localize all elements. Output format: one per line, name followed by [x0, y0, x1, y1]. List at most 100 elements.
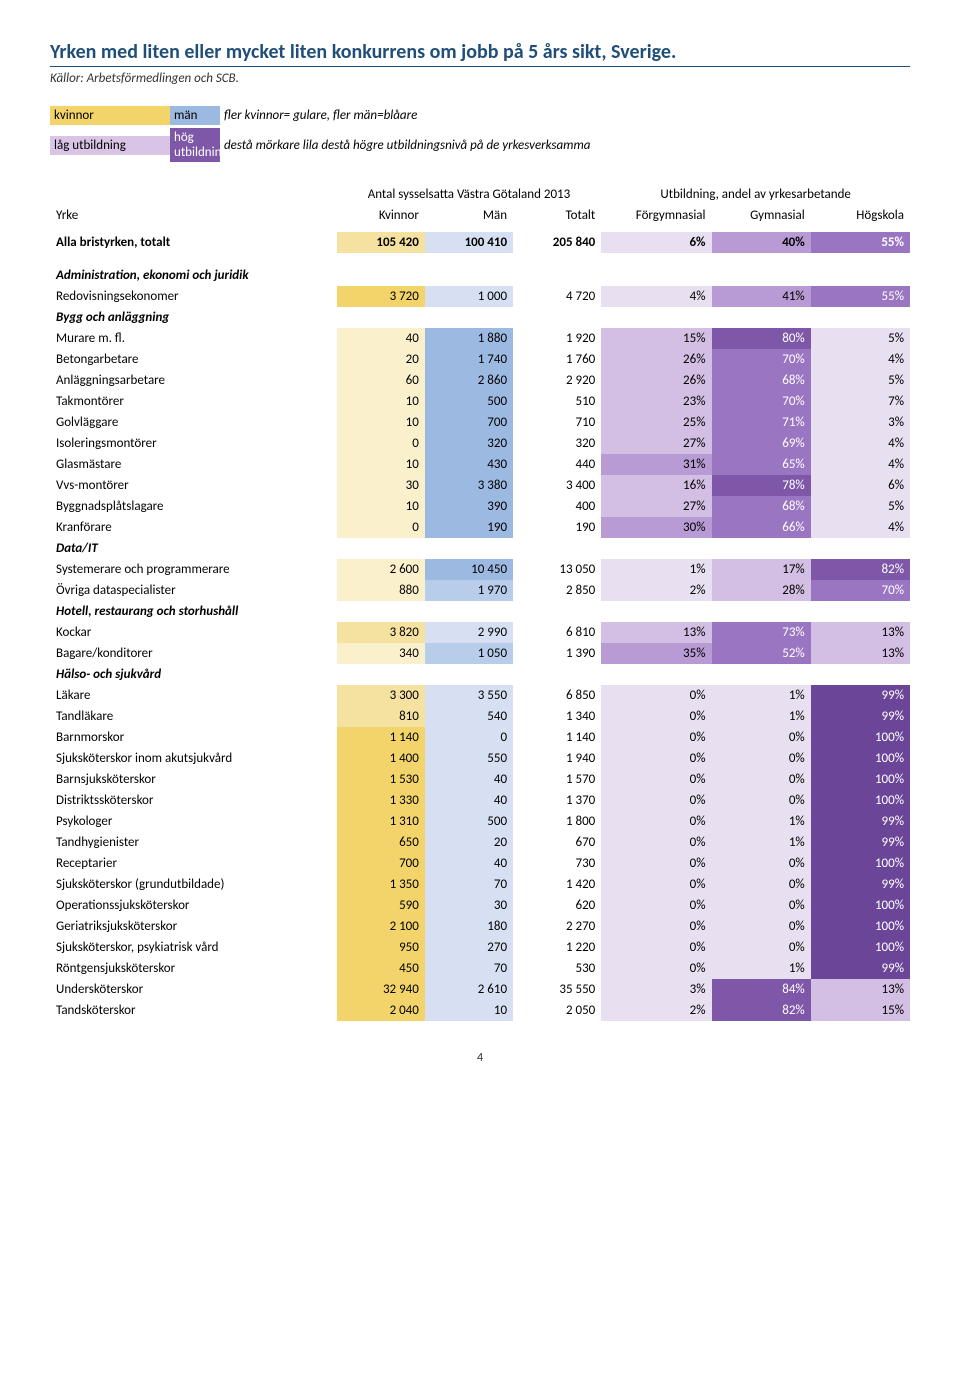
table-cell: 30% [601, 517, 711, 538]
table-cell: 0% [712, 790, 811, 811]
row-label: Psykologer [50, 811, 337, 832]
table-cell: 2 920 [513, 370, 601, 391]
legend-man: män [170, 106, 220, 125]
table-cell: 20 [425, 832, 513, 853]
table-cell: 0% [601, 769, 711, 790]
table-cell: 15% [601, 328, 711, 349]
table-cell: 27% [601, 433, 711, 454]
row-label: Kockar [50, 622, 337, 643]
row-label: Redovisningsekonomer [50, 286, 337, 307]
legend: kvinnor män fler kvinnor= gulare, fler m… [50, 106, 910, 162]
table-cell: 20 [337, 349, 425, 370]
row-label: Byggnadsplåtslagare [50, 496, 337, 517]
table-cell: 0 [337, 517, 425, 538]
table-cell: 66% [712, 517, 811, 538]
page-title: Yrken med liten eller mycket liten konku… [50, 40, 910, 67]
row-label: Undersköterskor [50, 979, 337, 1000]
table-cell: 590 [337, 895, 425, 916]
table-row: Anläggningsarbetare602 8602 92026%68%5% [50, 370, 910, 391]
table-row: Glasmästare1043044031%65%4% [50, 454, 910, 475]
table-cell: 500 [425, 391, 513, 412]
table-cell: 320 [425, 433, 513, 454]
table-cell: 1 920 [513, 328, 601, 349]
table-cell: 0% [712, 748, 811, 769]
table-cell: 0% [601, 916, 711, 937]
table-cell: 340 [337, 643, 425, 664]
table-cell: 6 810 [513, 622, 601, 643]
table-cell: 2 040 [337, 1000, 425, 1021]
table-cell: 950 [337, 937, 425, 958]
table-cell: 0% [712, 853, 811, 874]
table-cell: 27% [601, 496, 711, 517]
col-gym: Gymnasial [712, 205, 811, 226]
legend-edu-desc: destå mörkare lila destå högre utbildnin… [220, 138, 910, 153]
table-cell: 620 [513, 895, 601, 916]
row-label: Golvläggare [50, 412, 337, 433]
table-cell: 0% [601, 874, 711, 895]
table-cell: 99% [811, 706, 910, 727]
row-label: Sjuksköterskor inom akutsjukvård [50, 748, 337, 769]
table-cell: 205 840 [513, 232, 601, 253]
table-cell: 1 370 [513, 790, 601, 811]
table-cell: 100% [811, 790, 910, 811]
table-cell: 700 [425, 412, 513, 433]
table-cell: 400 [513, 496, 601, 517]
table-cell: 100% [811, 769, 910, 790]
table-cell: 1 330 [337, 790, 425, 811]
table-cell: 4 720 [513, 286, 601, 307]
table-row: Tandsköterskor2 040102 0502%82%15% [50, 1000, 910, 1021]
table-cell: 2 850 [513, 580, 601, 601]
table-cell: 13% [811, 622, 910, 643]
table-cell: 0% [712, 937, 811, 958]
table-cell: 105 420 [337, 232, 425, 253]
table-row: Kockar3 8202 9906 81013%73%13% [50, 622, 910, 643]
table-row: Barnmorskor1 14001 1400%0%100% [50, 727, 910, 748]
table-cell: 1 970 [425, 580, 513, 601]
table-cell: 450 [337, 958, 425, 979]
table-cell: 26% [601, 349, 711, 370]
table-cell: 1 570 [513, 769, 601, 790]
table-cell: 880 [337, 580, 425, 601]
table-cell: 70 [425, 958, 513, 979]
table-cell: 28% [712, 580, 811, 601]
data-table: Antal sysselsatta Västra Götaland 2013 U… [50, 184, 910, 1021]
row-label: Läkare [50, 685, 337, 706]
section-row: Administration, ekonomi och juridik [50, 265, 910, 286]
table-row: Betongarbetare201 7401 76026%70%4% [50, 349, 910, 370]
table-row: Sjuksköterskor, psykiatrisk vård9502701 … [50, 937, 910, 958]
table-cell: 3% [601, 979, 711, 1000]
table-cell: 0% [601, 853, 711, 874]
table-cell: 1% [712, 706, 811, 727]
table-cell: 30 [337, 475, 425, 496]
table-cell: 1% [601, 559, 711, 580]
row-label: Sjuksköterskor (grundutbildade) [50, 874, 337, 895]
table-row: Undersköterskor32 9402 61035 5503%84%13% [50, 979, 910, 1000]
table-cell: 78% [712, 475, 811, 496]
table-cell: 40% [712, 232, 811, 253]
table-cell: 1% [712, 685, 811, 706]
table-cell: 23% [601, 391, 711, 412]
table-cell: 40 [425, 853, 513, 874]
group-header-row: Antal sysselsatta Västra Götaland 2013 U… [50, 184, 910, 205]
table-cell: 710 [513, 412, 601, 433]
table-cell: 0% [601, 685, 711, 706]
table-cell: 1 400 [337, 748, 425, 769]
table-cell: 41% [712, 286, 811, 307]
group-header-1: Antal sysselsatta Västra Götaland 2013 [337, 184, 602, 205]
table-cell: 5% [811, 328, 910, 349]
table-cell: 1 310 [337, 811, 425, 832]
table-row: Receptarier700407300%0%100% [50, 853, 910, 874]
table-cell: 7% [811, 391, 910, 412]
table-cell: 5% [811, 370, 910, 391]
table-cell: 55% [811, 232, 910, 253]
table-cell: 0% [601, 790, 711, 811]
table-cell: 1 140 [337, 727, 425, 748]
table-cell: 17% [712, 559, 811, 580]
table-cell: 3 720 [337, 286, 425, 307]
table-cell: 13% [811, 979, 910, 1000]
table-cell: 1 390 [513, 643, 601, 664]
table-cell: 70% [811, 580, 910, 601]
table-cell: 4% [811, 454, 910, 475]
table-cell: 6% [601, 232, 711, 253]
table-cell: 10 [425, 1000, 513, 1021]
